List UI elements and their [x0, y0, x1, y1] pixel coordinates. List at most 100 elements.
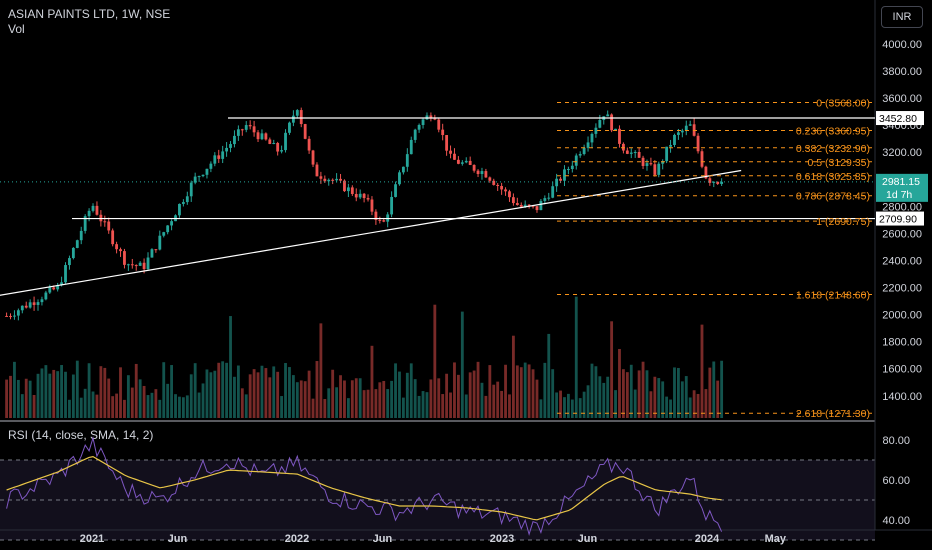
price-tick-label: 1600.00: [882, 364, 922, 376]
candle-body: [460, 162, 464, 164]
candle-body: [115, 244, 119, 250]
candle-body: [32, 302, 36, 305]
volume-bar: [193, 363, 197, 418]
candle-body: [331, 179, 335, 181]
candle-body: [162, 232, 166, 236]
volume-bar: [460, 311, 464, 418]
volume-bar: [621, 369, 625, 418]
volume-label: Vol: [8, 22, 25, 36]
candle-body: [130, 264, 134, 266]
volume-bar: [201, 383, 205, 418]
volume-bar: [504, 364, 507, 418]
rsi-tick-label: 80.00: [882, 435, 910, 447]
volume-bar: [665, 396, 669, 418]
volume-bar: [44, 365, 48, 418]
volume-bar: [24, 378, 28, 418]
price-tick-label: 3200.00: [882, 147, 922, 159]
candle-body: [456, 159, 460, 164]
volume-bar: [87, 363, 91, 418]
candle-body: [614, 128, 617, 131]
candle-body: [700, 151, 704, 167]
volume-bar: [374, 389, 378, 418]
volume-bar: [676, 367, 680, 418]
volume-bar: [115, 393, 119, 418]
volume-bar: [394, 363, 397, 418]
volume-bar: [484, 395, 488, 418]
candle-body: [716, 181, 720, 184]
volume-bar: [543, 362, 547, 418]
volume-bar: [240, 388, 244, 418]
rsi-label: RSI (14, close, SMA, 14, 2): [8, 428, 154, 442]
volume-bar: [174, 394, 177, 418]
volume-bar: [629, 364, 633, 418]
candle-body: [138, 262, 142, 266]
volume-bar: [480, 382, 484, 418]
volume-bar: [586, 385, 590, 418]
candle-body: [590, 133, 594, 143]
candle-body: [264, 133, 268, 140]
candle-body: [409, 139, 413, 155]
candle-body: [586, 142, 590, 148]
volume-bar: [221, 361, 225, 418]
candle-body: [606, 114, 610, 117]
candle-body: [500, 186, 504, 190]
currency-button[interactable]: INR: [881, 6, 923, 28]
candle-body: [181, 202, 185, 204]
volume-bar: [661, 381, 665, 418]
volume-bar: [704, 389, 708, 418]
volume-bar: [150, 392, 154, 418]
volume-bar: [346, 398, 350, 418]
volume-bar: [295, 382, 299, 418]
candle-body: [665, 146, 669, 162]
candle-body: [280, 150, 284, 152]
volume-bar: [48, 373, 52, 418]
candle-body: [185, 196, 189, 203]
candle-body: [268, 139, 272, 144]
candle-body: [374, 211, 378, 220]
rsi-tick-label: 60.00: [882, 475, 910, 487]
volume-bar: [429, 379, 433, 418]
price-tick-label: 3800.00: [882, 66, 922, 78]
volume-bar: [390, 380, 394, 418]
candle-body: [649, 163, 653, 165]
volume-bar: [610, 321, 614, 418]
candle-body: [126, 264, 130, 266]
candle-body: [95, 205, 99, 215]
candle-body: [429, 115, 433, 119]
volume-bar: [40, 368, 44, 418]
volume-bar: [158, 399, 162, 418]
volume-bar: [657, 378, 661, 418]
candle-body: [244, 125, 248, 130]
volume-bar: [209, 372, 213, 418]
volume-bar: [641, 361, 645, 418]
volume-bar: [508, 394, 511, 418]
candle-body: [551, 186, 555, 198]
candle-body: [64, 265, 67, 283]
candle-body: [48, 287, 52, 293]
rsi-line: [6, 436, 723, 536]
candle-body: [295, 110, 299, 116]
time-tick-label: Jun: [168, 533, 188, 545]
volume-bar: [645, 370, 649, 418]
candle-body: [657, 163, 661, 175]
candle-body: [421, 119, 425, 125]
candle-body: [425, 115, 429, 120]
volume-bar: [653, 376, 657, 418]
volume-bar: [700, 324, 704, 418]
volume-bar: [323, 399, 327, 418]
volume-bar: [272, 366, 276, 418]
time-tick-label: Jun: [373, 533, 393, 545]
candle-body: [453, 153, 456, 160]
volume-bar: [60, 365, 64, 418]
volume-bar: [456, 374, 460, 418]
volume-bar: [64, 371, 67, 418]
volume-bar: [437, 378, 441, 418]
candle-body: [441, 129, 445, 136]
volume-bar: [162, 362, 166, 418]
volume-bar: [590, 363, 594, 418]
candle-body: [480, 171, 484, 175]
volume-bar: [370, 345, 374, 418]
volume-bar: [551, 369, 555, 418]
candle-body: [531, 205, 535, 207]
